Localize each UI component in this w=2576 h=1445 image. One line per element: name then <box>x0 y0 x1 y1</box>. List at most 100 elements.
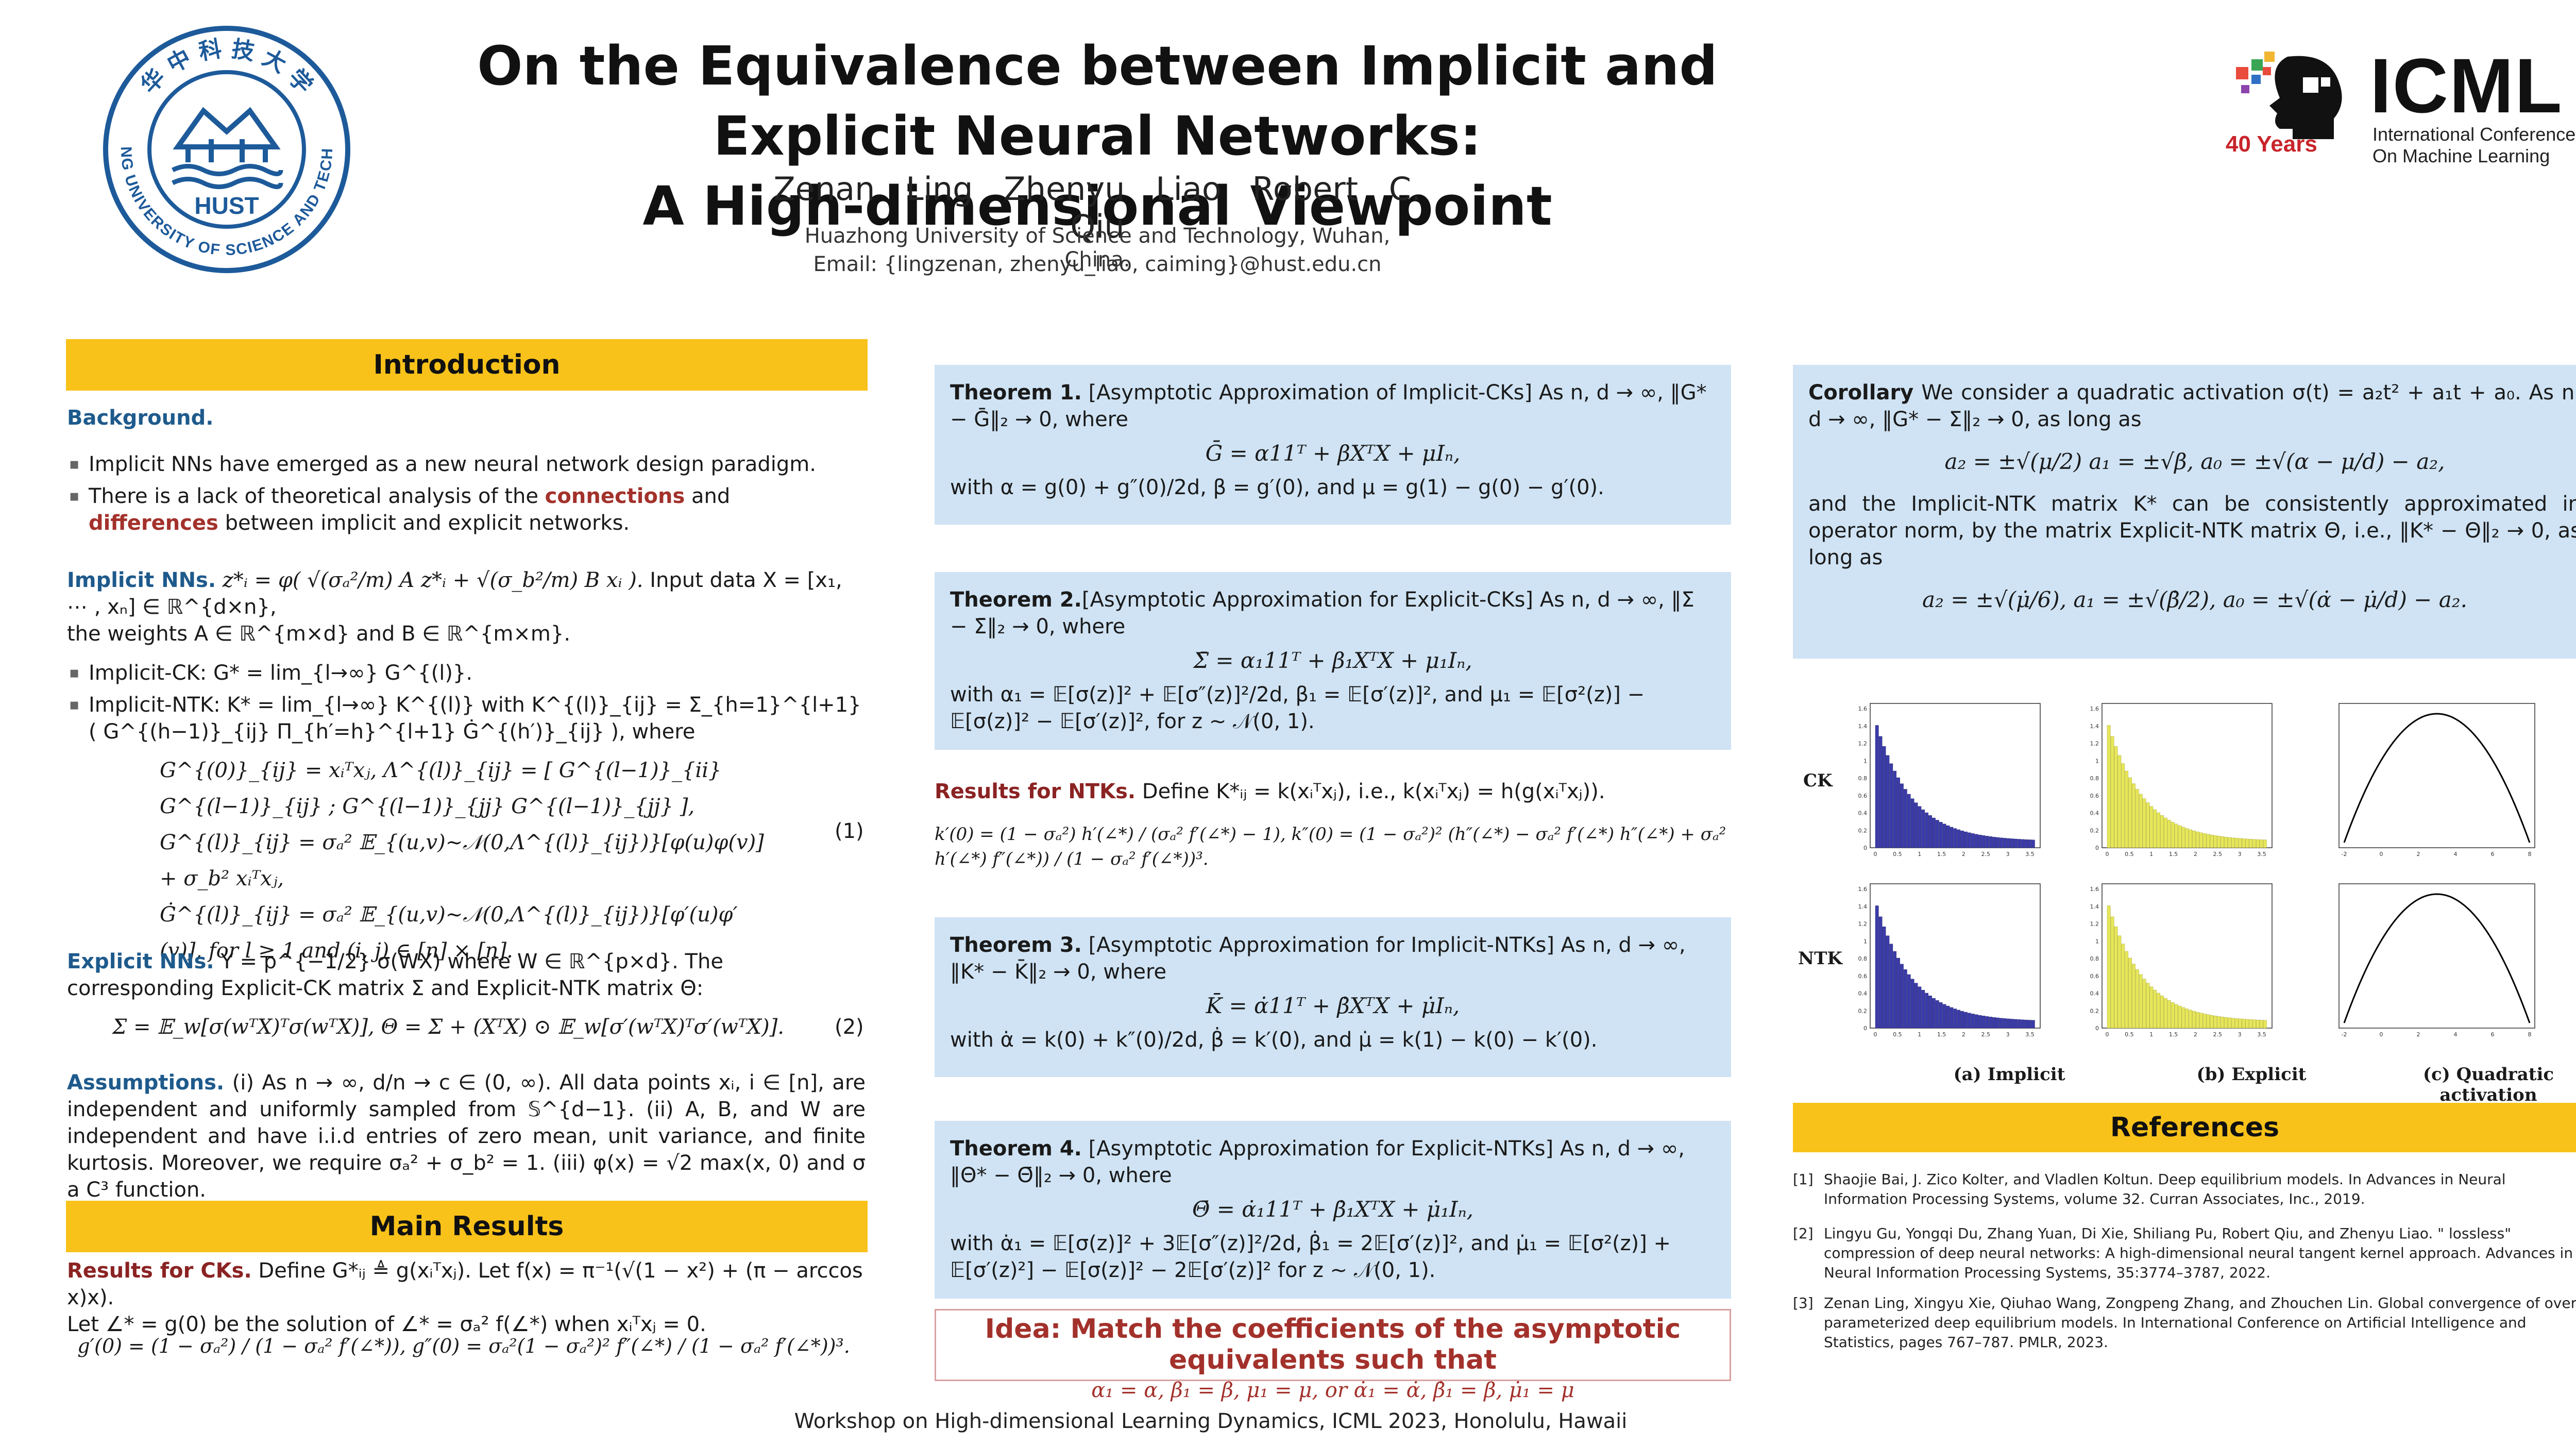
histogram-bar <box>2202 1014 2207 1029</box>
corollary-equation-1: a₂ = ±√(μ/2) a₁ = ±√β, a₀ = ±√(α − μ/d) … <box>1944 449 2445 474</box>
authors: Zenan Ling Zhenyu Liao Robert C. Qiu <box>773 170 1421 245</box>
reference-3: [3] Zenan Ling, Xingyu Xie, Qiuhao Wang, … <box>1793 1295 2576 1351</box>
x-tick-label: 0.5 <box>1893 851 1902 858</box>
corollary-box: Corollary We consider a quadratic activa… <box>1793 365 2576 659</box>
x-tick-label: 1.5 <box>2169 1031 2178 1038</box>
introduction-heading: Introduction <box>66 339 868 391</box>
histogram-bar <box>2153 809 2157 848</box>
svg-text:HUST: HUST <box>194 192 259 219</box>
idea-title: Idea: Match the coefficients of the asym… <box>985 1314 1681 1375</box>
row-label-ck: CK <box>1803 770 1833 791</box>
histogram-bar <box>2003 838 2007 848</box>
histogram-bar <box>1978 1015 1982 1029</box>
histogram-bar <box>2010 1019 2014 1029</box>
histogram-bar <box>1960 830 1964 848</box>
histogram-bar <box>1964 1012 1968 1029</box>
reference-1: [1] Shaojie Bai, J. Zico Kolter, and Vlad… <box>1793 1171 2506 1207</box>
histogram-bar <box>2024 1019 2028 1029</box>
x-tick-label: 3.5 <box>2025 851 2035 858</box>
y-tick-label: 1.6 <box>2090 705 2099 712</box>
histogram-bar <box>2185 828 2189 848</box>
histogram-bar <box>1992 837 1996 848</box>
y-tick-label: 0 <box>1863 845 1867 851</box>
histogram-bar <box>1878 916 1883 1029</box>
histogram-bar <box>2245 1019 2249 1029</box>
y-tick-label: 1 <box>1863 758 1867 764</box>
email: Email: {lingzenan, zhenyu_liao, caiming}… <box>813 253 1382 276</box>
bullet-implicit-ntk: Implicit-NTK: K* = lim_{l→∞} K^{(l)} wit… <box>69 692 866 745</box>
histogram-bar <box>2128 957 2132 1029</box>
theorem-3-conditions: with α̇ = k(0) + k″(0)/2d, β̇ = k′(0), a… <box>950 1028 1598 1052</box>
histogram-bar <box>1974 834 1978 848</box>
x-tick-label: 0.5 <box>2125 851 2134 858</box>
x-tick-label: 0 <box>2380 1031 2383 1038</box>
histogram-bar <box>2189 1010 2193 1029</box>
histogram-bar <box>2221 1017 2225 1029</box>
histogram-bar <box>1999 1018 2003 1029</box>
eq-g0-lambda: G^{(0)}_{ij} = xᵢᵀxⱼ, Λ^{(l)}_{ij} = [ G… <box>160 759 722 818</box>
histogram-bar <box>1893 770 1897 848</box>
title-line-1: On the Equivalence between Implicit and … <box>477 35 1718 167</box>
x-tick-label: 1 <box>1918 1031 1921 1038</box>
histogram-bar <box>2117 755 2122 848</box>
histogram-bar <box>1989 836 1993 848</box>
histogram-bar <box>1907 974 1911 1029</box>
implicit-equation: z*ᵢ = φ( √(σₐ²/m) A z*ᵢ + √(σ_b²/m) B xᵢ… <box>222 568 643 592</box>
histogram-bar <box>2242 838 2246 848</box>
y-tick-label: 0 <box>2095 845 2099 851</box>
hust-logo: 华 中 科 技 大 学 HUAZHONG UNIVERSITY OF SCIEN… <box>94 10 353 276</box>
histogram-bar <box>1875 725 1879 848</box>
theorem-2-conditions: with α₁ = 𝔼[σ(z)]² + 𝔼[σ″(z)]²/2d, β₁ = … <box>950 683 1645 733</box>
histogram-bar <box>1910 979 1914 1029</box>
x-tick-label: 2 <box>1962 851 1965 858</box>
y-tick-label: 1.6 <box>1858 886 1868 893</box>
caption-explicit: (b) Explicit <box>2196 1064 2307 1085</box>
plot-frame <box>2338 703 2535 848</box>
background-label: Background. <box>67 405 866 431</box>
histogram-bar <box>2024 839 2028 848</box>
histogram-bar <box>1974 1014 1978 1029</box>
histogram-bar <box>2171 1002 2175 1029</box>
x-tick-label: 0 <box>2380 851 2383 858</box>
histogram-bar <box>2192 830 2196 848</box>
histogram-bar <box>2164 998 2167 1029</box>
histogram-bar <box>1942 824 1946 848</box>
corollary-equation-2: a₂ = ±√(μ̇/6), a₁ = ±√(β̇/2), a₀ = ±√(α̇… <box>1922 587 2467 612</box>
kernel-bullets: Implicit-CK: G* = lim_{l→∞} G^{(l)}. Imp… <box>67 660 866 750</box>
histogram-bar <box>1921 989 1925 1029</box>
histogram-bar <box>2121 944 2125 1029</box>
histogram-bar <box>2260 1020 2263 1029</box>
y-tick-label: 0.4 <box>2090 810 2099 817</box>
x-tick-label: -2 <box>2342 851 2347 858</box>
y-tick-label: 1.2 <box>2090 921 2099 928</box>
histogram-bar <box>2146 983 2150 1029</box>
x-tick-label: 3.5 <box>2257 851 2266 858</box>
histogram-bar <box>1939 1002 1943 1029</box>
histogram-bar <box>2013 838 2018 848</box>
histogram-bar <box>2178 1005 2182 1029</box>
x-tick-label: 6 <box>2491 1031 2495 1038</box>
histogram-bar <box>1882 746 1886 848</box>
histogram-bar <box>2003 1018 2007 1029</box>
histogram-bar <box>2010 838 2014 848</box>
histogram-bar <box>2125 770 2129 848</box>
x-tick-label: 2.5 <box>2213 851 2223 858</box>
title-line-2: A High-dimensional Viewpoint <box>642 175 1552 238</box>
y-tick-label: 0.4 <box>1858 810 1868 817</box>
histogram-bar <box>1967 832 1971 848</box>
histogram-bar <box>2135 789 2139 848</box>
histogram-bar <box>2006 1018 2010 1029</box>
y-tick-label: 0.8 <box>2090 775 2099 782</box>
histogram-bar <box>1953 828 1957 848</box>
histogram-bar <box>2171 822 2175 848</box>
y-tick-label: 0.4 <box>1858 990 1868 997</box>
y-tick-label: 1.4 <box>1858 903 1868 910</box>
histogram-bar <box>1875 905 1879 1029</box>
histogram-bar <box>2031 839 2035 848</box>
histogram-bar <box>1886 755 1890 848</box>
idea-equation: α₁ = α, β₁ = β, μ₁ = μ, or α̇₁ = α̇, β̇₁… <box>1091 1379 1574 1402</box>
theorem-4-equation: Θ̄ = α̇₁11ᵀ + β̇₁XᵀX + μ̇₁Iₙ, <box>1192 1197 1474 1222</box>
histogram-bar <box>1918 806 1922 848</box>
histogram-bar <box>2114 746 2118 848</box>
histogram-bar <box>1896 957 1900 1029</box>
